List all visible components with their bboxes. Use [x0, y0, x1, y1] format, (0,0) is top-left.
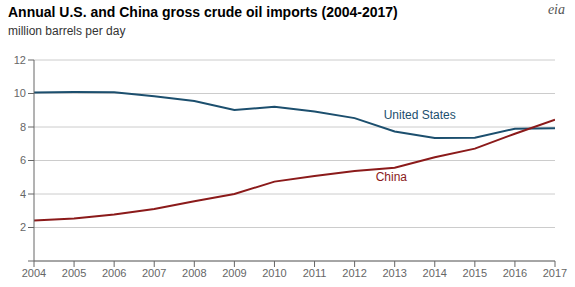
html-text:eia: eia — [547, 2, 565, 17]
svg-text:2008: 2008 — [182, 267, 206, 279]
svg-text:10: 10 — [14, 87, 26, 99]
svg-text:2013: 2013 — [382, 267, 406, 279]
svg-text:2009: 2009 — [222, 267, 246, 279]
svg-text:2014: 2014 — [423, 267, 447, 279]
svg-text:8: 8 — [20, 121, 26, 133]
svg-text:2006: 2006 — [102, 267, 126, 279]
html-text:million barrels per day: million barrels per day — [8, 24, 126, 38]
svg-text:4: 4 — [20, 188, 26, 200]
svg-text:2010: 2010 — [262, 267, 286, 279]
svg-text:6: 6 — [20, 154, 26, 166]
svg-text:2017: 2017 — [543, 267, 567, 279]
svg-text:China: China — [376, 170, 408, 184]
svg-text:2016: 2016 — [503, 267, 527, 279]
svg-text:2011: 2011 — [303, 267, 327, 279]
svg-text:2007: 2007 — [142, 267, 166, 279]
svg-text:12: 12 — [14, 54, 26, 66]
html-text:Annual U.S. and China gross cr: Annual U.S. and China gross crude oil im… — [8, 4, 398, 20]
svg-text:2012: 2012 — [342, 267, 366, 279]
svg-text:2: 2 — [20, 221, 26, 233]
svg-text:2005: 2005 — [62, 267, 86, 279]
svg-text:2004: 2004 — [22, 267, 46, 279]
svg-text:United States: United States — [384, 108, 456, 122]
svg-text:2015: 2015 — [463, 267, 487, 279]
